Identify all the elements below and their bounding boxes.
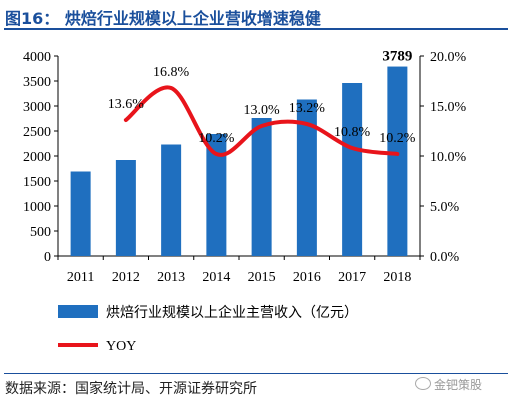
y-left-tick-label: 2000 <box>23 150 51 165</box>
footer-divider <box>4 373 508 374</box>
bar <box>115 160 136 256</box>
y-right-tick-label: 0.0% <box>430 250 460 265</box>
legend-label-bar: 烘焙行业规模以上企业主营收入（亿元） <box>106 304 358 321</box>
yoy-data-label: 16.8% <box>153 65 190 80</box>
bar <box>251 118 272 256</box>
y-left-tick-label: 1000 <box>23 200 51 215</box>
y-left-tick-label: 0 <box>44 250 51 265</box>
x-tick-label: 2011 <box>67 270 94 285</box>
watermark: 金钯策股 <box>415 376 482 393</box>
bar <box>296 99 317 256</box>
chart-axes: 0 500 1000 1500 2000 2500 3000 3500 4000 0.0% 5.0%… <box>23 50 467 285</box>
yoy-data-label: 13.2% <box>289 101 326 116</box>
yoy-line <box>123 85 400 157</box>
y-left-tick-label: 2500 <box>23 125 51 140</box>
bar <box>70 171 91 256</box>
legend-label-line: YOY <box>106 339 136 354</box>
chart-title: 图16： 烘焙行业规模以上企业营收增速稳健 <box>5 9 321 28</box>
yoy-data-label: 13.0% <box>244 103 281 118</box>
yoy-data-label: 13.6% <box>108 97 145 112</box>
bar <box>161 144 182 256</box>
data-source: 数据来源：国家统计局、开源证券研究所 <box>5 381 257 397</box>
legend-swatch-bar <box>58 305 98 318</box>
y-left-tick-label: 3500 <box>23 75 51 90</box>
bar <box>387 66 408 256</box>
y-left-tick-label: 500 <box>30 225 51 240</box>
y-right-tick-label: 20.0% <box>430 50 467 65</box>
watermark-text: 金钯策股 <box>434 378 483 392</box>
x-tick-label: 2015 <box>248 270 276 285</box>
x-tick-label: 2014 <box>202 270 230 285</box>
yoy-data-label: 10.2% <box>379 131 416 146</box>
x-tick-label: 2012 <box>112 270 140 285</box>
y-left-tick-label: 1500 <box>23 175 51 190</box>
chart-legend: 烘焙行业规模以上企业主营收入（亿元） YOY <box>58 304 358 354</box>
y-right-tick-label: 15.0% <box>430 100 467 115</box>
bar <box>206 134 227 256</box>
bar-series: 3789 <box>70 49 412 256</box>
y-left-tick-label: 4000 <box>23 50 51 65</box>
title-divider <box>4 28 508 30</box>
yoy-data-label: 10.2% <box>198 131 235 146</box>
x-tick-label: 2016 <box>293 270 321 285</box>
chart-area: 0 500 1000 1500 2000 2500 3000 3500 4000 0.0% 5.0%… <box>23 49 467 354</box>
wechat-icon <box>415 377 431 390</box>
x-tick-label: 2017 <box>338 270 366 285</box>
x-tick-label: 2018 <box>383 270 411 285</box>
y-right-tick-label: 5.0% <box>430 200 460 215</box>
x-tick-label: 2013 <box>157 270 185 285</box>
bar <box>342 83 363 256</box>
y-left-tick-label: 3000 <box>23 100 51 115</box>
yoy-data-label: 10.8% <box>334 125 371 140</box>
y-right-tick-label: 10.0% <box>430 150 467 165</box>
yoy-line-series: 13.6% 16.8% 10.2% 13.0% 13.2% 10.8% 10.2% <box>108 65 416 157</box>
bar-data-label: 3789 <box>382 49 412 65</box>
